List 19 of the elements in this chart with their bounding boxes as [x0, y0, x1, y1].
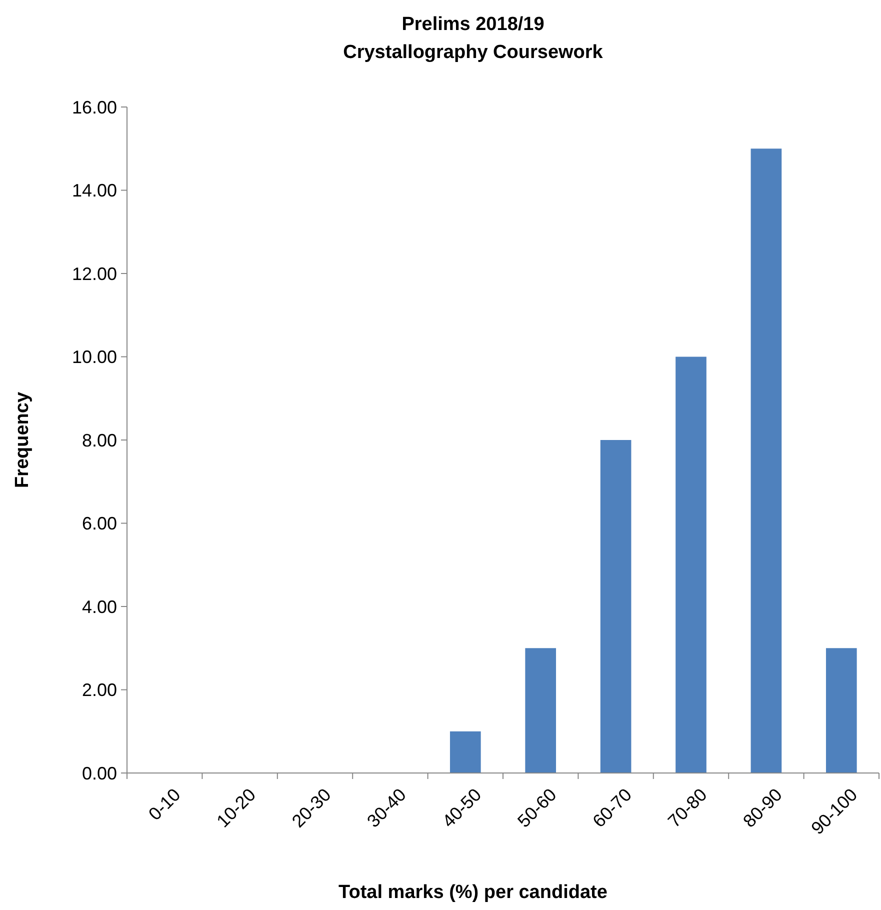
bar	[525, 648, 556, 773]
bar	[450, 731, 481, 773]
y-tick-label: 0.00	[82, 763, 117, 784]
x-tick-label: 0-10	[144, 784, 184, 824]
bar	[676, 356, 706, 773]
y-tick-label: 8.00	[82, 430, 117, 450]
y-tick-label: 16.00	[72, 97, 117, 118]
y-tick-label: 14.00	[72, 180, 117, 201]
bar	[826, 648, 857, 773]
y-axis-title: Frequency	[12, 392, 33, 488]
y-tick-label: 12.00	[72, 264, 117, 284]
y-tick-label: 4.00	[82, 596, 117, 617]
y-tick-label: 2.00	[82, 680, 117, 700]
x-axis-title: Total marks (%) per candidate	[338, 882, 608, 903]
chart-title: Prelims 2018/19 Crystallography Coursework	[343, 14, 604, 63]
bar	[750, 148, 782, 773]
y-tick-label: 6.00	[82, 514, 117, 534]
y-tick-label: 10.00	[72, 347, 117, 368]
bar	[600, 440, 632, 773]
